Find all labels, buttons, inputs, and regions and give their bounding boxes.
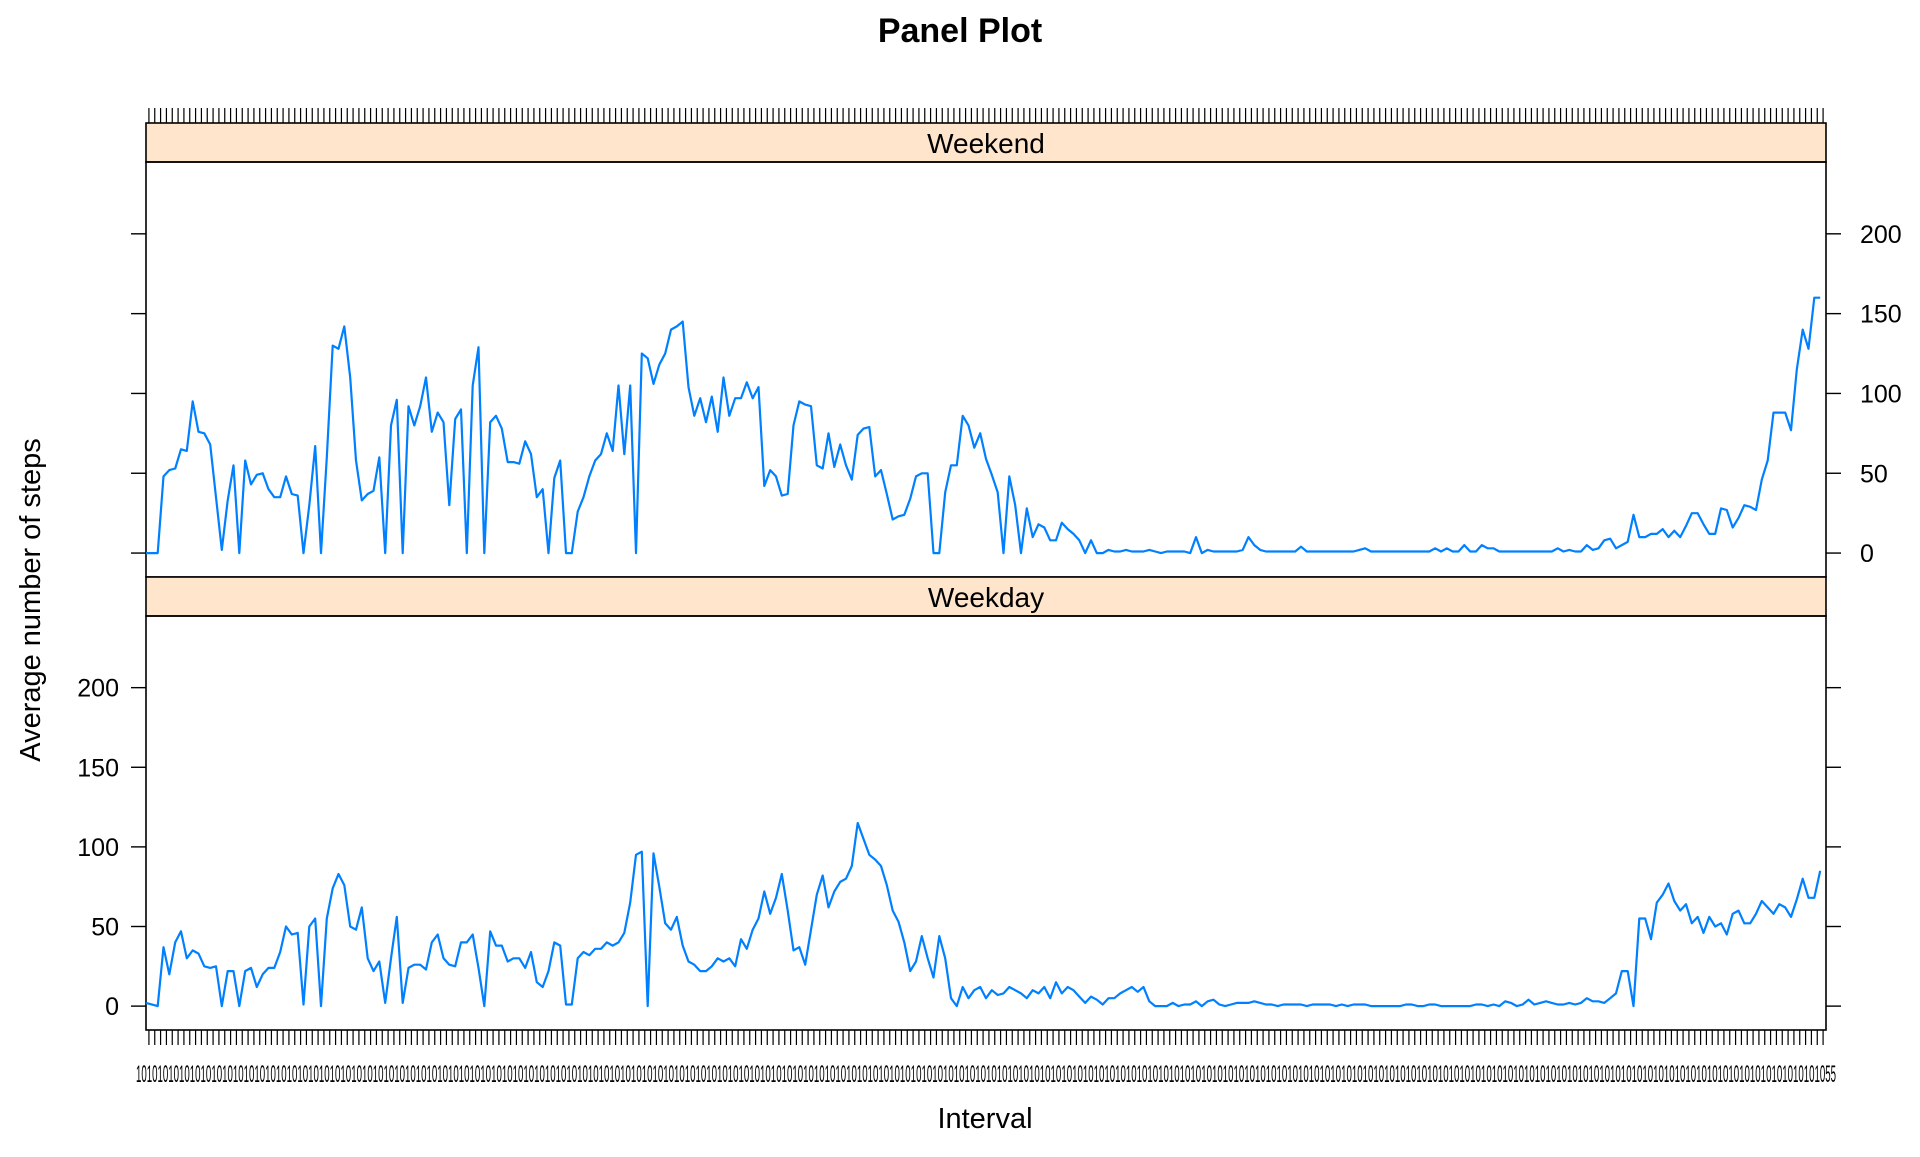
y-axis-label: Average number of steps xyxy=(15,438,47,762)
chart-title: Panel Plot xyxy=(878,12,1042,50)
y-tick-label: 50 xyxy=(91,914,119,942)
y-tick-label: 150 xyxy=(1860,301,1902,329)
x-tick-labels: 1010101010101010101010101010101010101010… xyxy=(136,1061,1836,1088)
y-tick-label: 200 xyxy=(1860,221,1902,249)
y-tick-label: 100 xyxy=(1860,380,1902,408)
y-tick-label: 200 xyxy=(77,675,119,703)
y-tick-label: 50 xyxy=(1860,460,1888,488)
series-line-weekday xyxy=(145,821,1822,1008)
panel-strip-weekday xyxy=(145,576,1827,617)
panel-strip-label: Weekday xyxy=(928,582,1044,613)
series-line-weekend xyxy=(146,296,1821,555)
y-tick-label: 100 xyxy=(77,834,119,862)
y-tick-label: 0 xyxy=(1860,540,1874,568)
panel-frame xyxy=(145,615,1827,1031)
panel-frame xyxy=(145,161,1827,578)
plot-layer: 1010101010101010101010101010101010101010… xyxy=(77,108,1902,1088)
x-axis-label: Interval xyxy=(937,1103,1032,1135)
y-tick-label: 0 xyxy=(105,993,119,1021)
panel-strip-weekend xyxy=(145,122,1827,163)
y-tick-label: 150 xyxy=(77,754,119,782)
panel-strip-label: Weekend xyxy=(927,128,1045,159)
